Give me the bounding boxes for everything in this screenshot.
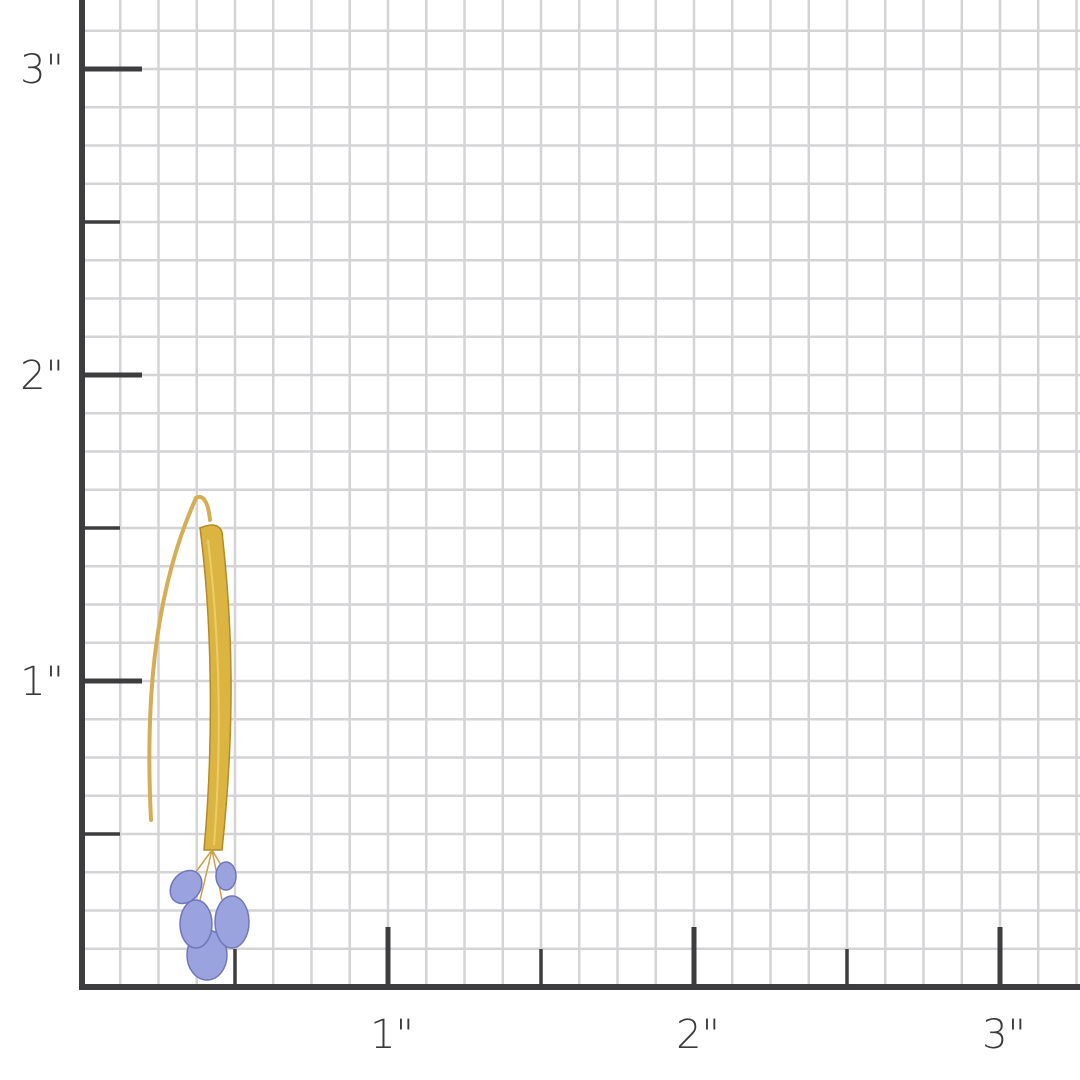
y-tick-label: 2" bbox=[20, 353, 64, 399]
y-tick-label: 1" bbox=[20, 659, 64, 705]
y-tick-label: 3" bbox=[20, 47, 64, 93]
x-tick-label: 3" bbox=[982, 1012, 1026, 1058]
earring-image bbox=[147, 494, 250, 981]
axes bbox=[79, 0, 1080, 990]
x-tick-label: 1" bbox=[370, 1012, 414, 1058]
stone-drops bbox=[169, 849, 250, 981]
textured-bar bbox=[199, 524, 232, 851]
ear-wire bbox=[147, 494, 212, 822]
x-tick-label: 2" bbox=[676, 1012, 720, 1058]
grid-lines bbox=[82, 0, 1080, 987]
